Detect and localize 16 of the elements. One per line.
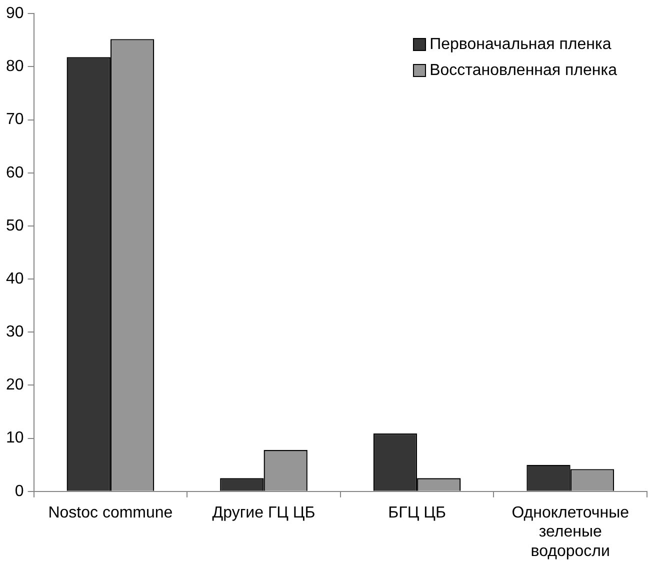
y-tick-label: 0	[14, 482, 24, 500]
x-tick-label: Nostoc commune	[48, 504, 173, 522]
legend-label: Восстановленная пленка	[430, 60, 617, 81]
y-tick-label: 70	[6, 111, 24, 128]
y-tick-label: 80	[6, 58, 24, 76]
y-tick-label: 20	[6, 376, 24, 394]
y-tick-label: 60	[6, 164, 24, 182]
y-tick-label: 90	[6, 5, 24, 22]
x-tick-label: Другие ГЦ ЦБ	[212, 504, 316, 522]
x-tick-label: Одноклеточные зеленые водоросли	[512, 504, 630, 560]
y-tick-label: 50	[6, 217, 24, 234]
legend-label: Первоначальная пленка	[430, 34, 612, 55]
x-tick-label: БГЦ ЦБ	[388, 504, 446, 522]
y-tick-label: 30	[6, 324, 24, 341]
y-tick-label: 40	[6, 270, 24, 288]
y-tick-label: 10	[6, 430, 24, 447]
